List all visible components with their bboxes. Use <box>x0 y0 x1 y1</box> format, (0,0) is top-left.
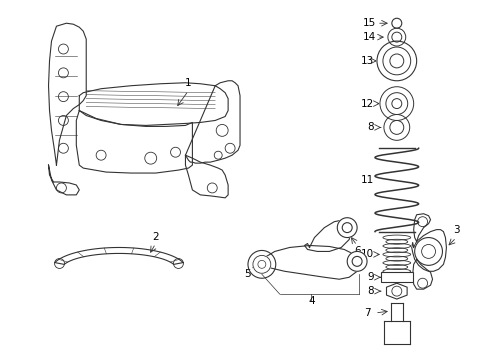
Circle shape <box>382 47 410 75</box>
Text: 11: 11 <box>360 175 373 185</box>
Circle shape <box>252 255 270 273</box>
Polygon shape <box>48 165 79 195</box>
Circle shape <box>391 99 401 109</box>
Polygon shape <box>76 111 192 173</box>
Text: 12: 12 <box>360 99 373 109</box>
Text: 14: 14 <box>362 32 375 42</box>
Text: 1: 1 <box>185 78 191 88</box>
Circle shape <box>414 238 442 265</box>
Circle shape <box>337 218 356 238</box>
Text: 9: 9 <box>367 272 373 282</box>
Circle shape <box>383 114 409 140</box>
Circle shape <box>389 54 403 68</box>
Bar <box>380 272 412 282</box>
Circle shape <box>391 32 401 42</box>
Polygon shape <box>55 247 183 264</box>
Ellipse shape <box>382 243 410 248</box>
Polygon shape <box>413 214 429 242</box>
Polygon shape <box>411 230 446 271</box>
Circle shape <box>346 251 366 271</box>
Polygon shape <box>185 81 240 163</box>
Ellipse shape <box>382 269 410 274</box>
Circle shape <box>342 223 351 233</box>
Ellipse shape <box>382 252 410 257</box>
Circle shape <box>389 121 403 134</box>
Polygon shape <box>386 283 407 299</box>
Polygon shape <box>412 260 432 289</box>
Text: 4: 4 <box>307 296 314 306</box>
Circle shape <box>257 260 265 268</box>
Polygon shape <box>185 155 228 198</box>
Polygon shape <box>79 83 228 125</box>
Text: 10: 10 <box>360 249 373 260</box>
Circle shape <box>376 41 416 81</box>
Text: 5: 5 <box>244 269 251 279</box>
Ellipse shape <box>385 265 407 270</box>
Circle shape <box>351 256 361 266</box>
Circle shape <box>379 87 413 121</box>
Text: 15: 15 <box>362 18 375 28</box>
Polygon shape <box>259 246 358 279</box>
Ellipse shape <box>385 239 407 244</box>
Text: 2: 2 <box>152 231 159 242</box>
Polygon shape <box>304 220 350 251</box>
Circle shape <box>385 93 407 114</box>
Polygon shape <box>48 23 86 165</box>
Circle shape <box>387 28 405 46</box>
Ellipse shape <box>382 260 410 265</box>
Text: 3: 3 <box>452 225 459 235</box>
Text: 6: 6 <box>353 247 360 256</box>
Ellipse shape <box>382 235 410 240</box>
Text: 13: 13 <box>360 56 373 66</box>
Text: 8: 8 <box>367 122 373 132</box>
Text: 7: 7 <box>363 308 369 318</box>
Text: 8: 8 <box>367 286 373 296</box>
Ellipse shape <box>385 256 407 261</box>
Ellipse shape <box>385 248 407 253</box>
